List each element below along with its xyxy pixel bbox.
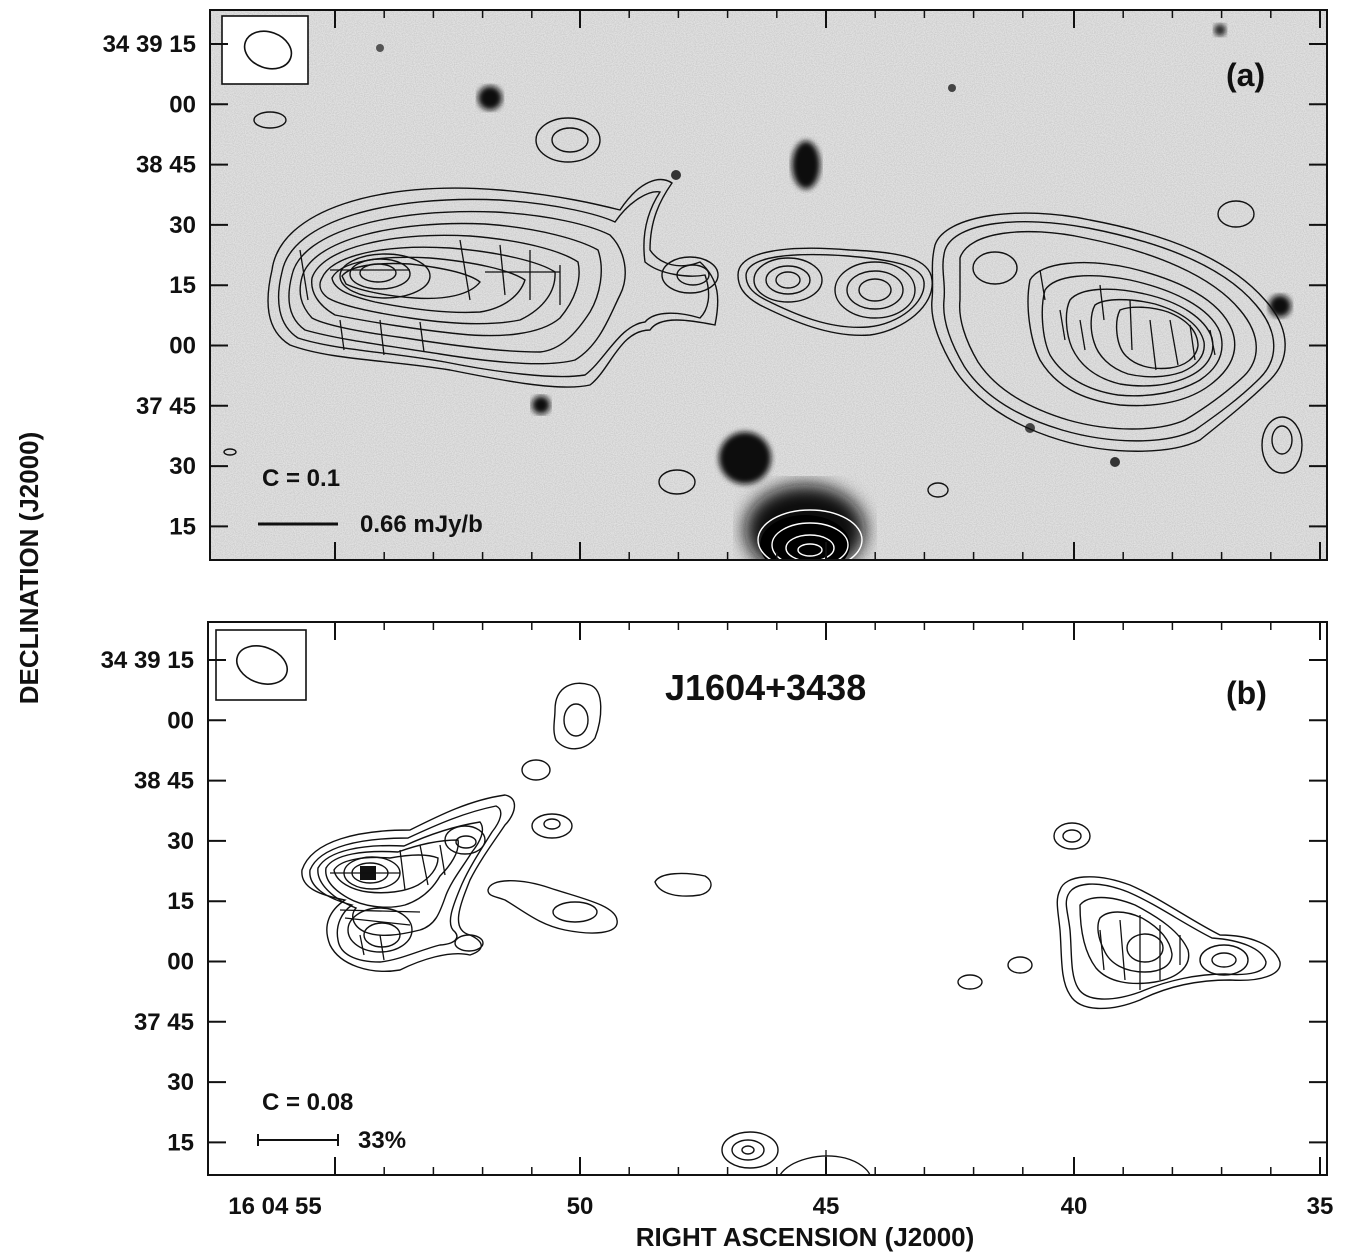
y-tick-label: 30	[169, 212, 196, 239]
y-tick-label: 37 45	[136, 393, 196, 420]
optical-background	[210, 10, 1327, 560]
y-tick-label: 15	[167, 1129, 194, 1156]
y-tick-label: 15	[169, 513, 196, 540]
right-lobe-contours	[931, 212, 1286, 452]
x-tick-label: 35	[1307, 1193, 1334, 1220]
y-tick-label: 00	[169, 333, 196, 360]
contour-level-label: C = 0.1	[262, 465, 340, 492]
y-tick-label: 00	[167, 707, 194, 734]
y-tick-label: 38 45	[134, 768, 194, 795]
beam-box-b	[215, 629, 307, 701]
y-tick-label: 30	[169, 453, 196, 480]
x-tick-label: 40	[1061, 1193, 1088, 1220]
y-tick-label: 30	[167, 828, 194, 855]
left-lobe-contours	[267, 179, 719, 388]
vector-scale-label: 0.66 mJy/b	[360, 511, 483, 538]
y-axis-title: DECLINATION (J2000)	[14, 432, 44, 705]
y-tick-label: 34 39 15	[101, 647, 194, 674]
y-tick-label: 34 39 15	[103, 31, 196, 58]
panel-a: (a) C = 0.1 0.66 mJy/b	[209, 9, 1328, 561]
y-tick-label: 30	[167, 1069, 194, 1096]
axes: 34 39 15 00 38 45 30 15 00 37 45 30 15 34 39 15 00…	[101, 10, 1334, 1220]
panel-b: J1604+3438 (b) C = 0.08 33%	[207, 621, 1328, 1176]
core-contours	[661, 247, 933, 337]
y-tick-label: 00	[167, 949, 194, 976]
y-tick-label: 38 45	[136, 152, 196, 179]
x-tick-label: 50	[567, 1193, 594, 1220]
vector-scale-label-b: 33%	[358, 1127, 406, 1154]
x-tick-label: 16 04 55	[228, 1193, 321, 1220]
vector-scale-bar-b	[257, 1134, 339, 1146]
contour-level-label-b: C = 0.08	[262, 1089, 353, 1116]
y-tick-label: 37 45	[134, 1009, 194, 1036]
beam-box	[221, 15, 309, 85]
y-tick-label: 15	[167, 888, 194, 915]
source-name: J1604+3438	[665, 667, 866, 708]
y-tick-label: 15	[169, 272, 196, 299]
panel-tag: (a)	[1226, 57, 1265, 93]
x-tick-label: 45	[813, 1193, 840, 1220]
polarization-contours	[215, 629, 1281, 1175]
panel-tag-b: (b)	[1226, 675, 1267, 711]
x-axis-title: RIGHT ASCENSION (J2000)	[636, 1222, 975, 1252]
y-tick-label: 00	[169, 91, 196, 118]
